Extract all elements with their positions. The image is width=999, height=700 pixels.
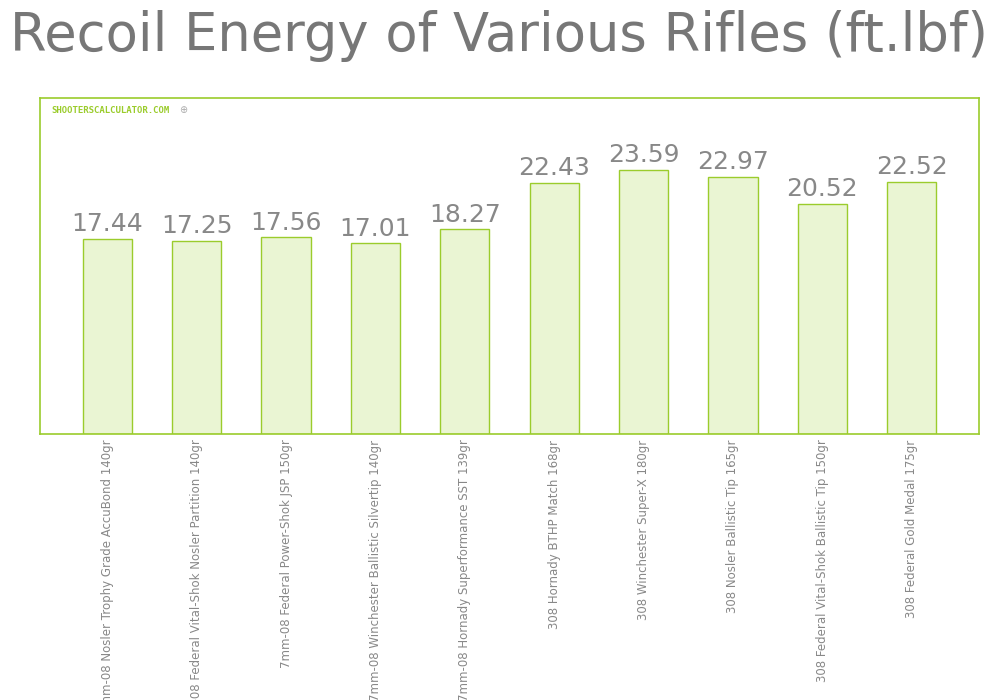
Text: 23.59: 23.59: [607, 143, 679, 167]
Bar: [619, 170, 668, 434]
Text: 17.56: 17.56: [251, 211, 322, 234]
Bar: [529, 183, 578, 434]
Text: 17.44: 17.44: [71, 212, 143, 236]
Bar: [351, 244, 400, 434]
Text: 22.97: 22.97: [697, 150, 769, 174]
Text: SHOOTERSCALCULATOR.COM: SHOOTERSCALCULATOR.COM: [51, 106, 170, 116]
Bar: [83, 239, 132, 434]
Text: 18.27: 18.27: [429, 202, 500, 227]
Bar: [262, 237, 311, 434]
Text: 22.43: 22.43: [518, 156, 590, 180]
Bar: [798, 204, 847, 434]
Bar: [887, 182, 936, 434]
Text: 17.01: 17.01: [340, 217, 412, 241]
Text: 22.52: 22.52: [876, 155, 948, 179]
Bar: [708, 176, 757, 434]
Text: ⊕: ⊕: [179, 106, 187, 116]
Bar: [172, 241, 221, 434]
Bar: [441, 230, 490, 434]
Text: Recoil Energy of Various Rifles (ft.lbf): Recoil Energy of Various Rifles (ft.lbf): [11, 10, 988, 62]
Text: 20.52: 20.52: [786, 177, 858, 202]
Text: 17.25: 17.25: [161, 214, 233, 238]
